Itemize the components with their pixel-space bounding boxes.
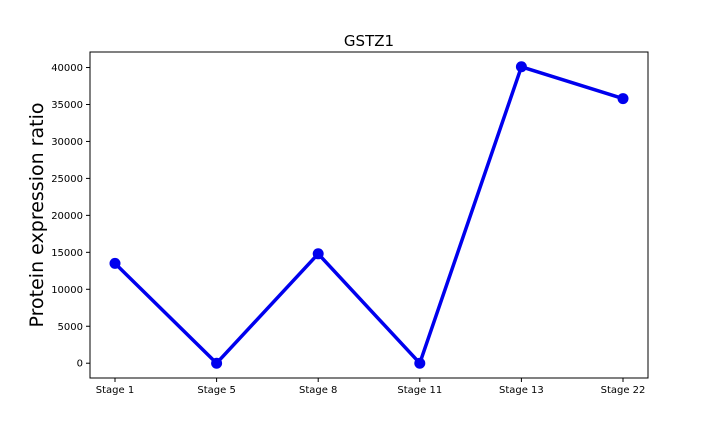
x-tick-label: Stage 22 (601, 385, 646, 396)
x-tick-label: Stage 13 (499, 385, 544, 396)
data-point (515, 61, 527, 73)
y-tick-label: 10000 (51, 285, 83, 296)
y-tick-label: 15000 (51, 248, 83, 259)
y-tick-label: 35000 (51, 100, 83, 111)
series-line (113, 65, 624, 365)
x-tick-label: Stage 11 (397, 385, 442, 396)
x-tick-label: Stage 8 (299, 385, 337, 396)
y-tick-label: 5000 (58, 322, 83, 333)
y-axis-label: Protein expression ratio (26, 103, 48, 328)
plot-frame (89, 51, 649, 379)
data-point (211, 357, 223, 369)
chart-title: GSTZ1 (344, 32, 394, 50)
data-point (312, 248, 324, 260)
x-tick-label: Stage 5 (197, 385, 235, 396)
y-tick-label: 30000 (51, 137, 83, 148)
y-tick-label: 40000 (51, 63, 83, 74)
y-tick-label: 0 (77, 359, 83, 370)
plot-area: 0 5000 10000 15000 20000 25000 30000 35000 40000… (51, 51, 649, 396)
y-tick-label: 20000 (51, 211, 83, 222)
y-tick-label: 25000 (51, 174, 83, 185)
x-tick-label: Stage 1 (96, 385, 134, 396)
data-point (109, 257, 121, 269)
data-point (414, 357, 426, 369)
data-point (617, 93, 629, 105)
